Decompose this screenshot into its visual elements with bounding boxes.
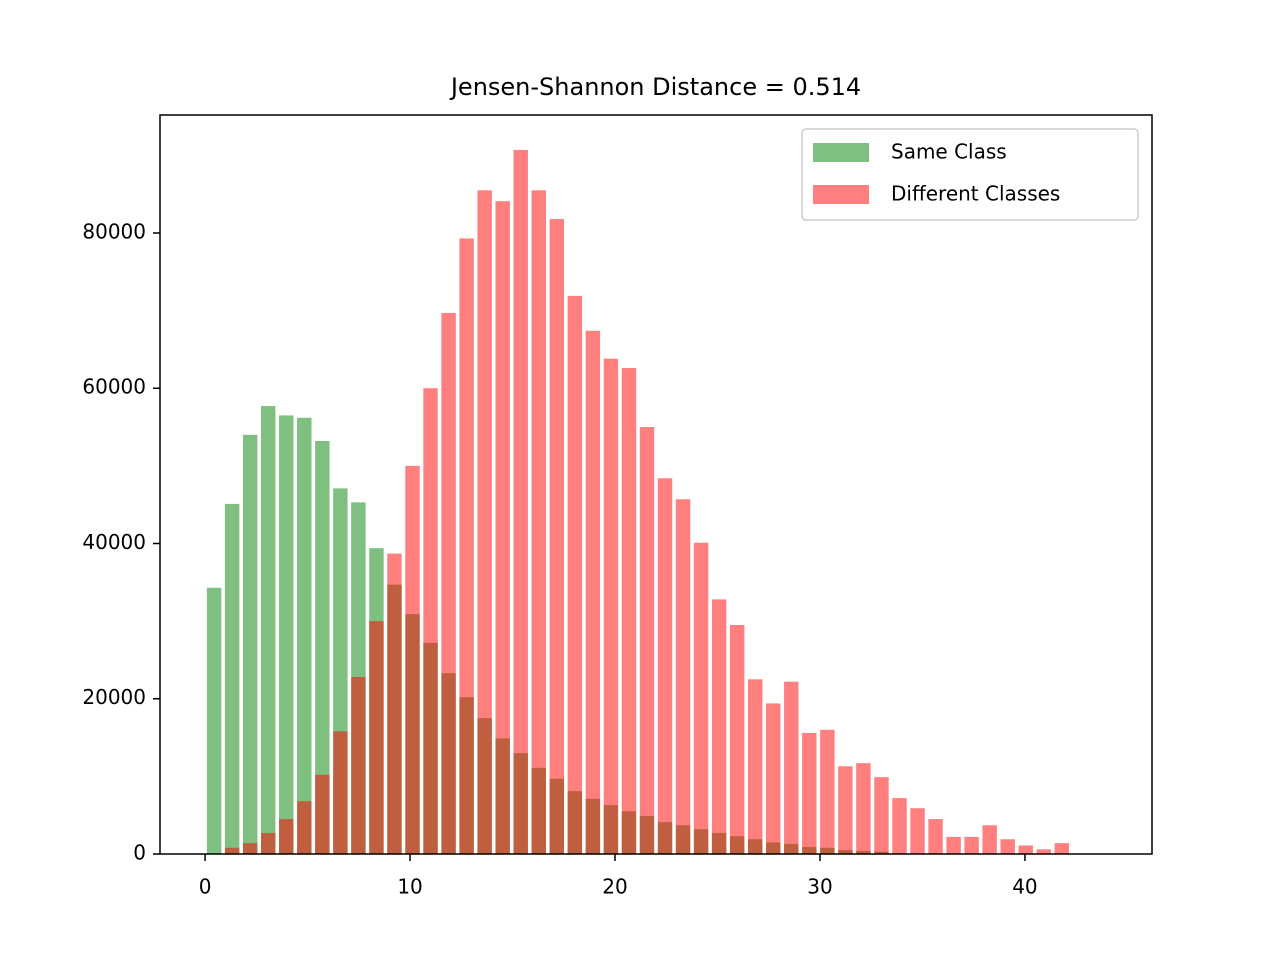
- bar: [874, 777, 889, 854]
- bar: [261, 833, 276, 854]
- bar: [784, 681, 799, 854]
- bar: [675, 499, 691, 854]
- bar: [639, 427, 655, 854]
- y-tick-label: 60000: [82, 375, 146, 399]
- chart-title: Jensen-Shannon Distance = 0.514: [449, 73, 861, 101]
- bar: [224, 847, 240, 854]
- bar: [892, 798, 907, 854]
- bar: [441, 312, 456, 855]
- bar: [1018, 845, 1033, 854]
- bar: [838, 766, 853, 854]
- bar: [242, 434, 258, 854]
- bar: [585, 330, 601, 854]
- plot-frame: [159, 114, 1153, 855]
- bar: [856, 763, 871, 854]
- bar: [495, 201, 510, 854]
- bar: [224, 503, 240, 854]
- bar: [279, 819, 294, 854]
- bar: [261, 406, 276, 854]
- bar: [802, 732, 817, 854]
- bar: [279, 415, 294, 854]
- bar: [531, 190, 546, 855]
- x-tick-label: 40: [1012, 875, 1037, 899]
- bar: [549, 219, 565, 854]
- y-tick-label: 40000: [82, 530, 146, 554]
- bar: [297, 417, 312, 854]
- bar: [1054, 843, 1070, 854]
- y-tick-label: 0: [133, 841, 146, 865]
- bar: [405, 465, 420, 854]
- bar: [351, 677, 366, 854]
- bar: [766, 703, 781, 854]
- legend-label: Same Class: [891, 140, 1007, 164]
- legend-label: Different Classes: [891, 182, 1060, 206]
- legend-swatch: [813, 185, 869, 204]
- bar: [423, 388, 438, 854]
- bar: [982, 825, 997, 854]
- bar: [946, 836, 961, 854]
- x-tick-label: 10: [397, 875, 422, 899]
- bar: [820, 729, 835, 854]
- bar: [315, 774, 330, 854]
- bar: [206, 587, 222, 854]
- bar: [513, 149, 528, 855]
- y-tick-label: 80000: [82, 219, 146, 243]
- bar: [964, 836, 979, 854]
- x-tick-label: 30: [807, 875, 832, 899]
- x-tick-label: 20: [602, 875, 627, 899]
- y-tick-label: 20000: [82, 685, 146, 709]
- bar: [297, 801, 312, 854]
- bar: [729, 625, 745, 854]
- bar: [333, 731, 348, 854]
- legend-box: [801, 128, 1139, 221]
- bar: [477, 190, 492, 855]
- bar: [387, 553, 402, 854]
- x-tick-label: 0: [199, 875, 212, 899]
- bar: [711, 599, 727, 854]
- bar: [369, 621, 384, 854]
- bar: [928, 819, 943, 854]
- legend-swatch: [813, 143, 869, 162]
- bar: [910, 808, 925, 854]
- bar: [1000, 839, 1015, 854]
- bar: [1036, 849, 1051, 854]
- bar: [747, 679, 763, 854]
- bar: [315, 441, 330, 854]
- bar: [603, 358, 619, 854]
- bar: [242, 843, 258, 854]
- bar: [621, 368, 637, 854]
- bar: [693, 542, 709, 854]
- bar: [459, 238, 474, 854]
- bar: [567, 295, 583, 855]
- bar: [657, 478, 673, 854]
